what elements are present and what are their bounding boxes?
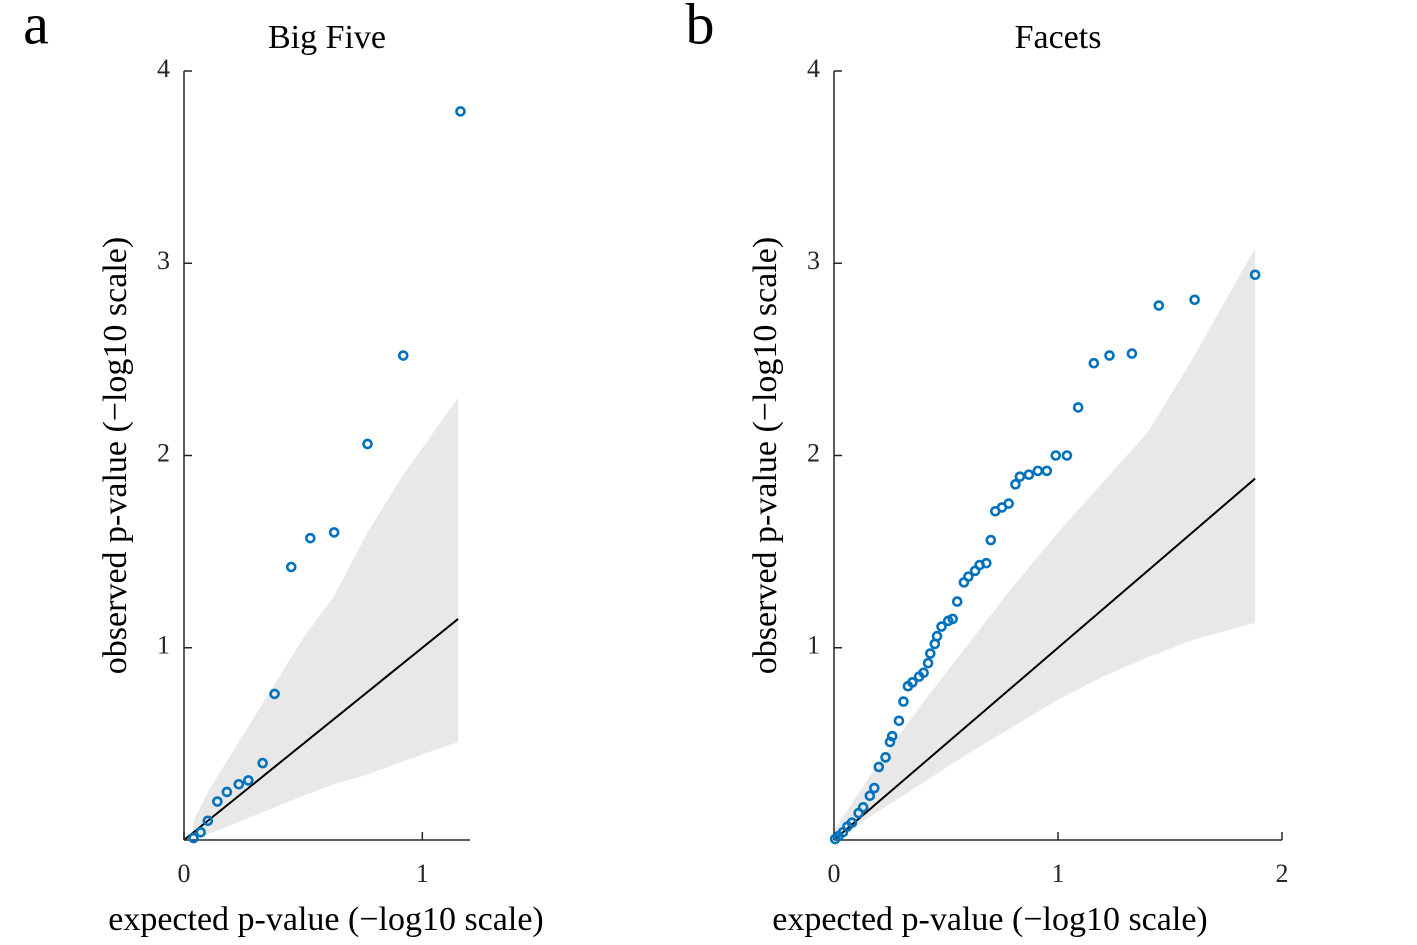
data-point: [1032, 465, 1044, 477]
data-point: [922, 657, 934, 669]
data-point: [285, 561, 297, 573]
x-axis-label: expected p-value (−log10 scale): [772, 901, 1207, 938]
reference-line: [183, 618, 459, 841]
data-point: [1104, 350, 1115, 361]
data-point: [1023, 469, 1035, 481]
data-point: [981, 557, 992, 569]
data-point: [243, 775, 254, 786]
data-point: [1050, 450, 1062, 461]
y-tick-label: 1: [157, 631, 170, 660]
data-point: [188, 832, 199, 844]
data-point: [857, 802, 869, 813]
data-point: [221, 786, 233, 798]
data-point: [1126, 348, 1138, 359]
data-point: [1153, 300, 1165, 311]
data-point: [869, 782, 880, 794]
data-point: [884, 736, 896, 748]
data-point: [873, 761, 885, 773]
data-point: [1041, 465, 1053, 477]
data-point: [1014, 471, 1026, 482]
data-point: [886, 730, 898, 742]
y-tick-label: 3: [807, 246, 820, 275]
data-point: [936, 621, 947, 632]
data-point: [931, 630, 943, 642]
data-point: [1249, 269, 1261, 281]
x-tick-label: 1: [416, 859, 429, 888]
data-point: [864, 790, 876, 802]
y-axis-label: observed p-value (−log10 scale): [747, 237, 784, 674]
data-point: [1072, 402, 1084, 413]
panel-label: a: [23, 0, 49, 56]
data-point: [846, 817, 858, 828]
y-tick-label: 2: [157, 438, 170, 467]
data-point: [455, 106, 466, 117]
y-tick-label: 4: [807, 54, 820, 83]
y-tick-label: 3: [157, 246, 170, 275]
y-tick-label: 1: [807, 631, 820, 660]
data-point: [269, 688, 280, 700]
x-tick-label: 2: [1276, 859, 1289, 888]
reference-line: [833, 477, 1256, 841]
data-point: [305, 532, 316, 544]
x-tick-label: 0: [178, 859, 191, 888]
data-point: [328, 527, 340, 538]
data-point: [397, 350, 409, 361]
confidence-band: [193, 397, 459, 840]
chart-title: Big Five: [268, 19, 386, 56]
data-point: [202, 815, 214, 827]
data-point: [1088, 357, 1100, 369]
data-point: [1061, 450, 1073, 461]
data-point: [951, 596, 963, 607]
data-point: [1189, 294, 1200, 306]
data-point: [893, 715, 905, 727]
data-point: [880, 752, 891, 763]
data-point: [362, 438, 373, 450]
data-point: [918, 667, 929, 679]
x-tick-label: 0: [828, 859, 841, 888]
data-point: [257, 757, 268, 769]
data-point: [233, 778, 245, 790]
data-point: [985, 534, 997, 546]
data-point: [212, 796, 223, 807]
data-point: [963, 571, 974, 582]
data-point: [195, 827, 206, 838]
panel-label: b: [686, 0, 715, 56]
y-tick-label: 2: [807, 438, 820, 467]
data-point: [1010, 479, 1021, 490]
x-axis-label: expected p-value (−log10 scale): [108, 901, 543, 938]
y-axis-label: observed p-value (−log10 scale): [97, 237, 134, 674]
chart-title: Facets: [1015, 19, 1102, 56]
confidence-band: [834, 247, 1256, 840]
data-point: [1003, 498, 1015, 509]
data-point: [925, 648, 936, 659]
x-tick-label: 1: [1052, 859, 1065, 888]
data-point: [907, 677, 918, 688]
data-point: [898, 696, 909, 707]
data-point: [947, 613, 959, 625]
y-tick-label: 4: [157, 54, 170, 83]
